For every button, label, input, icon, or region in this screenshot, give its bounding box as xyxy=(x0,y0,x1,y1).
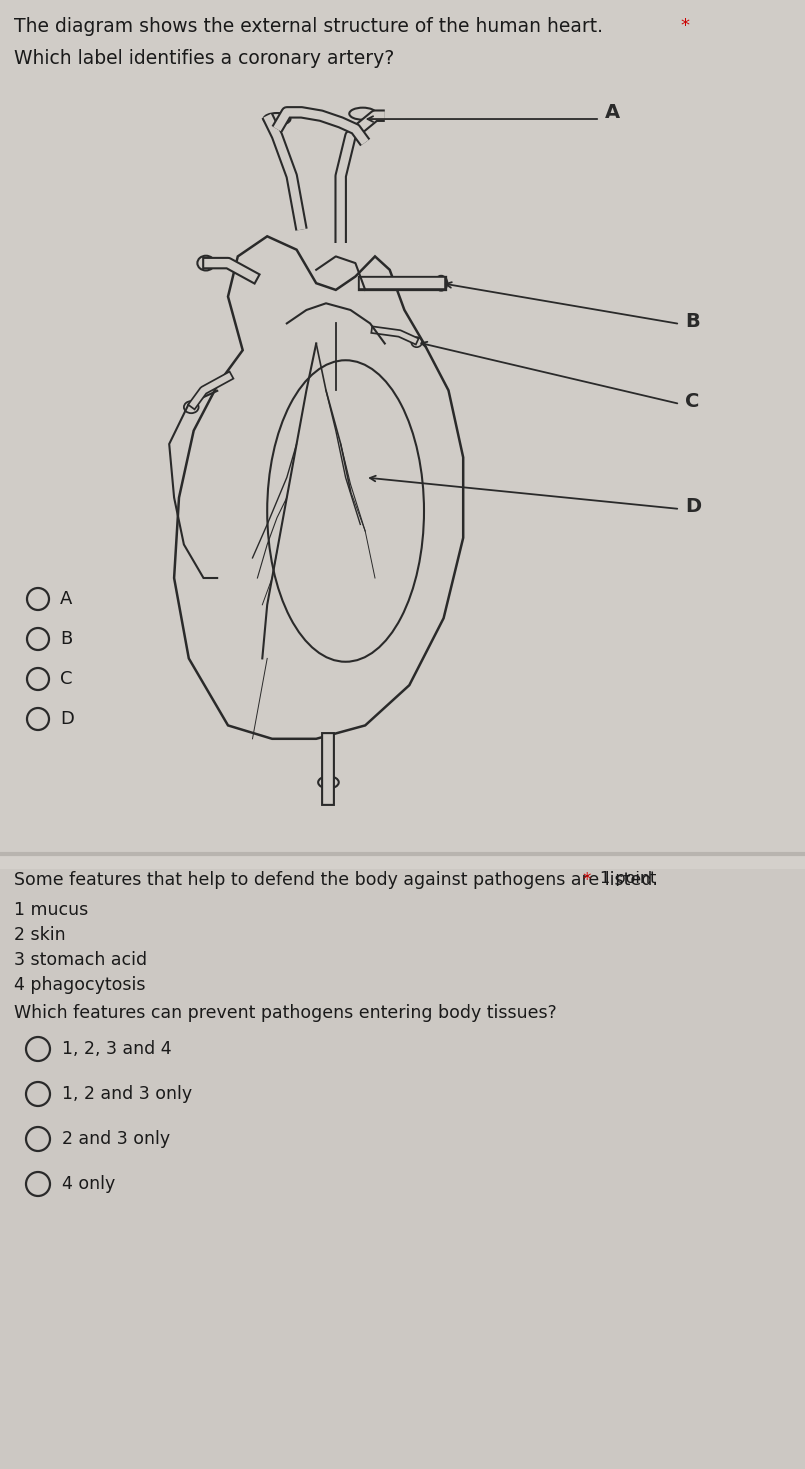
Text: C: C xyxy=(60,670,72,687)
Text: 1, 2 and 3 only: 1, 2 and 3 only xyxy=(62,1086,192,1103)
Text: Which label identifies a coronary artery?: Which label identifies a coronary artery… xyxy=(14,48,394,68)
Text: D: D xyxy=(60,710,74,729)
Text: A: A xyxy=(605,103,620,122)
Text: 3 stomach acid: 3 stomach acid xyxy=(14,950,147,970)
Text: 2 and 3 only: 2 and 3 only xyxy=(62,1130,170,1147)
FancyBboxPatch shape xyxy=(0,870,805,1469)
FancyBboxPatch shape xyxy=(0,0,805,853)
Text: *: * xyxy=(680,18,689,35)
Text: 4 phagocytosis: 4 phagocytosis xyxy=(14,975,146,995)
Text: Which features can prevent pathogens entering body tissues?: Which features can prevent pathogens ent… xyxy=(14,1003,557,1022)
Text: C: C xyxy=(685,392,700,410)
Text: D: D xyxy=(685,497,701,516)
Text: 4 only: 4 only xyxy=(62,1175,115,1193)
Text: *: * xyxy=(582,871,590,889)
Text: Some features that help to defend the body against pathogens are listed.: Some features that help to defend the bo… xyxy=(14,871,658,889)
Text: The diagram shows the external structure of the human heart.: The diagram shows the external structure… xyxy=(14,18,603,37)
Text: A: A xyxy=(60,591,72,608)
Text: 1 point: 1 point xyxy=(600,871,656,886)
Text: B: B xyxy=(685,311,700,331)
Text: B: B xyxy=(60,630,72,648)
Text: 1, 2, 3 and 4: 1, 2, 3 and 4 xyxy=(62,1040,171,1058)
Text: 2 skin: 2 skin xyxy=(14,925,66,945)
Text: 1 mucus: 1 mucus xyxy=(14,900,89,920)
